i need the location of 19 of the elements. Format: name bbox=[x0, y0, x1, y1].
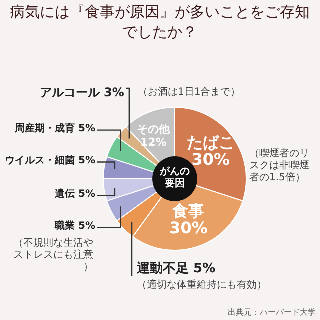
text: （不規則な生活やストレスにも注意） bbox=[14, 237, 94, 274]
slice-label: ウイルス・細菌 5% bbox=[5, 154, 96, 166]
slice-label: 職業 5% bbox=[54, 220, 96, 232]
text: （喫煙者のリスクは非喫煙者の1.5倍） bbox=[250, 148, 310, 184]
text: （お酒は1日1合まで） bbox=[138, 86, 241, 98]
slice-label: たばこ bbox=[186, 133, 235, 152]
slice-label: 遺伝 5% bbox=[54, 188, 96, 200]
data-label: 30% bbox=[170, 218, 208, 238]
slice-label: アルコール 3% bbox=[40, 86, 124, 100]
data-label: 12% bbox=[140, 136, 167, 150]
text: がんの要因 bbox=[159, 166, 190, 190]
slice-label: 運動不足 5% bbox=[136, 261, 216, 276]
text: （適切な体重維持にも有効） bbox=[137, 279, 267, 292]
slice-label: その他 bbox=[137, 123, 172, 136]
slice-label: 周産期・成育 5% bbox=[14, 122, 96, 134]
slice-label: 食事 bbox=[172, 201, 205, 220]
data-label: 30% bbox=[192, 150, 230, 170]
chart-title: 病気には『食事が原因』が多いことをご存知でしたか？ bbox=[9, 2, 311, 43]
text: 出典元：ハーバード大学 bbox=[228, 308, 316, 318]
